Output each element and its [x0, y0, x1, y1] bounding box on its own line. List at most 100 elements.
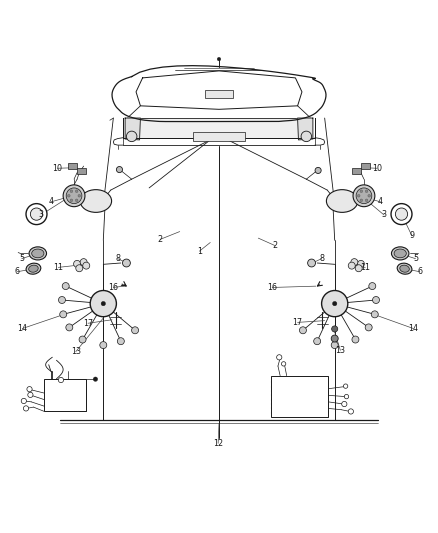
Circle shape [78, 195, 81, 197]
Circle shape [93, 377, 98, 381]
Circle shape [80, 259, 87, 265]
Circle shape [360, 190, 363, 192]
Polygon shape [125, 118, 141, 140]
Circle shape [70, 199, 73, 201]
Circle shape [365, 199, 368, 201]
Circle shape [373, 296, 379, 303]
Text: 8: 8 [115, 254, 120, 263]
Text: 9: 9 [410, 231, 414, 240]
Circle shape [365, 190, 368, 192]
Circle shape [307, 259, 315, 267]
Circle shape [357, 261, 364, 268]
Circle shape [344, 394, 349, 399]
Circle shape [351, 259, 358, 265]
Bar [68, 163, 77, 169]
Circle shape [315, 167, 321, 174]
Text: 4: 4 [49, 197, 53, 206]
Text: 2: 2 [158, 235, 162, 244]
Text: 11: 11 [53, 263, 64, 272]
Circle shape [100, 342, 107, 349]
Circle shape [62, 282, 69, 289]
Circle shape [21, 398, 26, 403]
Text: 6: 6 [15, 267, 20, 276]
Circle shape [27, 386, 32, 392]
Circle shape [391, 204, 412, 224]
Text: 17: 17 [293, 318, 303, 327]
Circle shape [342, 401, 347, 407]
Text: 13: 13 [71, 347, 81, 356]
Text: 12: 12 [213, 439, 223, 448]
Circle shape [23, 406, 28, 411]
Circle shape [67, 195, 70, 197]
Ellipse shape [400, 265, 410, 272]
Circle shape [331, 342, 338, 349]
Circle shape [368, 195, 371, 197]
Ellipse shape [326, 190, 358, 212]
Circle shape [356, 188, 372, 204]
Circle shape [332, 302, 337, 306]
Circle shape [321, 290, 348, 317]
Circle shape [75, 190, 78, 192]
Bar [361, 163, 370, 169]
Text: 3: 3 [39, 211, 43, 220]
Circle shape [60, 311, 67, 318]
Circle shape [353, 185, 375, 207]
Circle shape [66, 188, 82, 204]
Circle shape [277, 354, 282, 360]
Text: 4: 4 [378, 197, 383, 206]
Circle shape [348, 409, 353, 414]
Text: 14: 14 [408, 324, 418, 333]
Text: 10: 10 [53, 164, 63, 173]
Circle shape [58, 377, 64, 383]
Ellipse shape [392, 247, 409, 260]
Circle shape [331, 335, 338, 342]
Text: 5: 5 [413, 254, 418, 263]
Text: 6: 6 [417, 267, 422, 276]
Circle shape [365, 324, 372, 331]
Text: 13: 13 [336, 346, 346, 355]
Circle shape [63, 185, 85, 207]
Circle shape [314, 338, 321, 345]
Text: 16: 16 [108, 283, 118, 292]
Circle shape [117, 166, 123, 173]
Text: 2: 2 [272, 241, 277, 250]
Circle shape [59, 296, 65, 303]
Circle shape [352, 336, 359, 343]
Circle shape [217, 58, 221, 61]
Bar [205, 90, 233, 98]
Ellipse shape [29, 247, 46, 260]
Circle shape [282, 362, 286, 366]
Circle shape [396, 208, 408, 220]
Circle shape [76, 265, 83, 272]
Text: 1: 1 [197, 247, 202, 256]
Bar [352, 168, 361, 174]
Ellipse shape [397, 263, 412, 274]
Bar [193, 132, 245, 141]
Text: 10: 10 [372, 164, 382, 173]
Text: 8: 8 [319, 254, 324, 263]
Circle shape [90, 290, 117, 317]
Circle shape [101, 302, 106, 306]
Ellipse shape [32, 249, 44, 258]
Circle shape [332, 326, 338, 332]
Text: 14: 14 [18, 324, 28, 333]
Text: 16: 16 [267, 283, 277, 292]
Ellipse shape [80, 190, 112, 212]
Text: 11: 11 [360, 263, 370, 272]
Circle shape [83, 262, 90, 269]
Circle shape [117, 338, 124, 345]
Circle shape [74, 261, 81, 268]
Text: 17: 17 [83, 319, 93, 328]
Circle shape [26, 204, 47, 224]
Circle shape [343, 384, 348, 389]
Bar [77, 168, 86, 174]
Bar [272, 376, 328, 417]
Circle shape [300, 327, 307, 334]
Circle shape [66, 324, 73, 331]
Circle shape [127, 131, 137, 142]
Polygon shape [297, 118, 313, 140]
Circle shape [369, 282, 376, 289]
Circle shape [70, 190, 73, 192]
Bar [138, 118, 300, 138]
Circle shape [30, 208, 42, 220]
